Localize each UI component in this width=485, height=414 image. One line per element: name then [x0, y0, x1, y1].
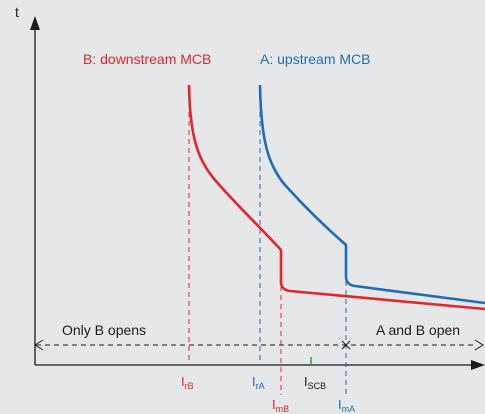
only-b-opens-label: Only B opens [62, 322, 146, 338]
imb-label: ImB [272, 397, 289, 414]
iscb-label: ISCB [304, 374, 326, 391]
y-axis-arrow [30, 16, 40, 30]
y-axis-label: t [15, 4, 19, 20]
curve-b-label: B: downstream MCB [83, 51, 211, 67]
selectivity-limit-cross [341, 340, 351, 350]
left-arrow-head [34, 339, 44, 351]
curve-b-downstream [187, 84, 485, 311]
curve-a-label: A: upstream MCB [260, 51, 370, 67]
ira-label: IrA [252, 374, 265, 391]
x-axis-arrow [471, 360, 485, 370]
right-arrow-head [474, 339, 484, 351]
ima-label: ImA [338, 397, 355, 414]
a-and-b-open-label: A and B open [376, 322, 460, 338]
curve-a-upstream [258, 84, 485, 305]
irb-label: IrB [181, 374, 194, 391]
